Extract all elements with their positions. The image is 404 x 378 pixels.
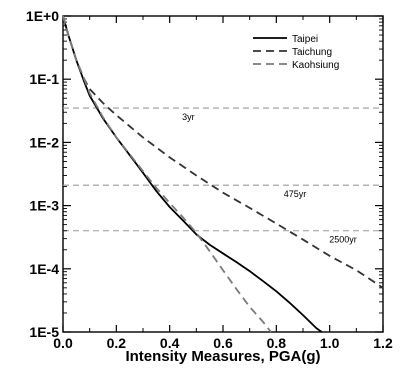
x-tick-label-3: 0.6 xyxy=(213,335,233,351)
legend-label-taichung: Taichung xyxy=(292,47,332,58)
series-group xyxy=(62,15,384,333)
reference-label-2500yr: 2500yr xyxy=(329,235,357,245)
axis-ticks: 0.0 0.2 0.4 0.6 0.8 1.0 1.2 1E+0 1E-1 1E-2 1E-3 1E-… xyxy=(26,8,393,351)
legend-label-kaohsiung: Kaohsiung xyxy=(292,60,339,71)
y-tick-label-1: 1E-1 xyxy=(29,71,59,87)
y-tick-label-2: 1E-2 xyxy=(29,134,59,150)
reference-label-3yr: 3yr xyxy=(182,112,195,122)
series-line-taichung xyxy=(62,15,384,289)
y-tick-label-4: 1E-4 xyxy=(29,261,59,277)
series-line-kaohsiung xyxy=(62,15,272,333)
reference-lines: 3yr 475yr 2500yr xyxy=(63,107,383,245)
reference-label-475yr: 475yr xyxy=(284,189,307,199)
y-tick-label-5: 1E-5 xyxy=(29,324,59,340)
x-tick-label-0: 0.0 xyxy=(53,335,73,351)
x-axis-label: Intensity Measures, PGA(g) xyxy=(125,348,320,365)
legend: Taipei Taichung Kaohsiung xyxy=(253,34,339,71)
y-tick-label-3: 1E-3 xyxy=(29,198,59,214)
series-line-taipei xyxy=(62,15,323,333)
y-tick-label-0: 1E+0 xyxy=(26,8,59,24)
x-tick-label-5: 1.0 xyxy=(320,335,340,351)
legend-label-taipei: Taipei xyxy=(292,34,318,45)
x-tick-label-2: 0.4 xyxy=(160,335,180,351)
x-tick-label-6: 1.2 xyxy=(373,335,393,351)
x-tick-label-1: 0.2 xyxy=(107,335,127,351)
x-tick-label-4: 0.8 xyxy=(267,335,287,351)
